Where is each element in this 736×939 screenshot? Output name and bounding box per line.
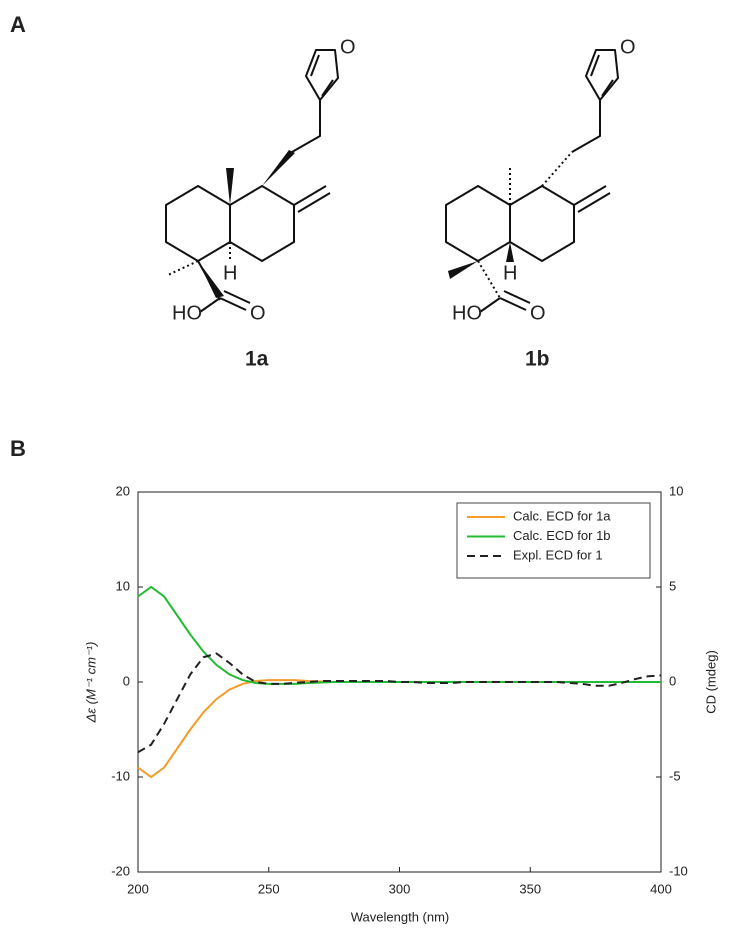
atom-label: O — [620, 36, 636, 58]
x-tick-label: 300 — [389, 881, 411, 896]
atom-label: H — [503, 262, 517, 284]
y-tick-label: 0 — [123, 673, 130, 688]
atom-label: O — [340, 36, 356, 58]
x-tick-label: 400 — [650, 881, 672, 896]
structure: O HO O H 1b — [445, 36, 636, 371]
y2-tick-label: 10 — [669, 483, 683, 498]
y2-tick-label: -10 — [669, 863, 688, 878]
atom-label: O — [530, 302, 546, 324]
compound-label: 1b — [525, 348, 550, 371]
x-tick-label: 350 — [519, 881, 541, 896]
y-tick-label: -10 — [111, 768, 130, 783]
y2-axis-label: CD (mdeg) — [703, 650, 718, 714]
series-line — [137, 652, 662, 754]
y-tick-label: 10 — [116, 578, 130, 593]
x-tick-label: 250 — [258, 881, 280, 896]
legend-label: Expl. ECD for 1 — [513, 547, 603, 562]
y2-tick-label: 5 — [669, 578, 676, 593]
compound-label: 1a — [245, 348, 269, 371]
series-line — [137, 585, 661, 685]
panel-label: A — [10, 12, 26, 37]
atom-label: HO — [452, 302, 482, 324]
legend-label: Calc. ECD for 1b — [513, 528, 611, 543]
series-line — [137, 679, 661, 779]
x-tick-label: 200 — [127, 881, 149, 896]
legend-label: Calc. ECD for 1a — [513, 508, 611, 523]
structure: O HO O H 1a — [165, 36, 356, 371]
y-axis-label: Δε (M⁻¹ cm⁻¹) — [83, 642, 98, 724]
atom-label: HO — [172, 302, 202, 324]
panel-label: B — [10, 436, 26, 461]
y-tick-label: 20 — [116, 483, 130, 498]
legend — [456, 502, 651, 579]
atom-label: O — [250, 302, 266, 324]
y2-tick-label: 0 — [669, 673, 676, 688]
y2-tick-label: -5 — [669, 768, 681, 783]
x-axis-label: Wavelength (nm) — [351, 909, 450, 924]
atom-label: H — [223, 262, 237, 284]
y-tick-label: -20 — [111, 863, 130, 878]
